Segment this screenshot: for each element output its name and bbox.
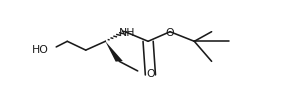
Text: NH: NH (119, 28, 136, 38)
Text: O: O (146, 69, 155, 79)
Text: O: O (166, 28, 174, 38)
Polygon shape (105, 41, 123, 62)
Text: HO: HO (32, 45, 49, 55)
